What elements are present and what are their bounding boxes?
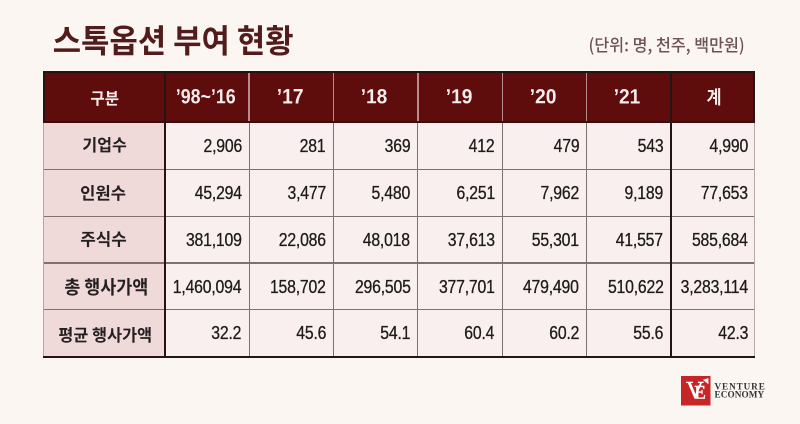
svg-text:E: E — [694, 382, 706, 403]
svg-text:ECONOMY: ECONOMY — [715, 389, 765, 399]
svg-text:V: V — [686, 377, 704, 404]
svg-text:VENTURE: VENTURE — [715, 381, 766, 391]
